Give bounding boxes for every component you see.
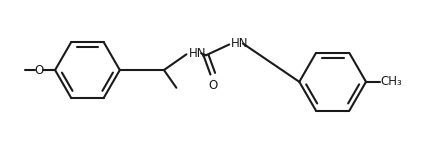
Text: methoxy: methoxy	[17, 69, 23, 71]
Text: HN: HN	[231, 37, 249, 50]
Text: HN: HN	[188, 47, 206, 60]
Text: O: O	[208, 79, 218, 92]
Text: CH₃: CH₃	[381, 75, 402, 88]
Text: O: O	[35, 64, 44, 77]
